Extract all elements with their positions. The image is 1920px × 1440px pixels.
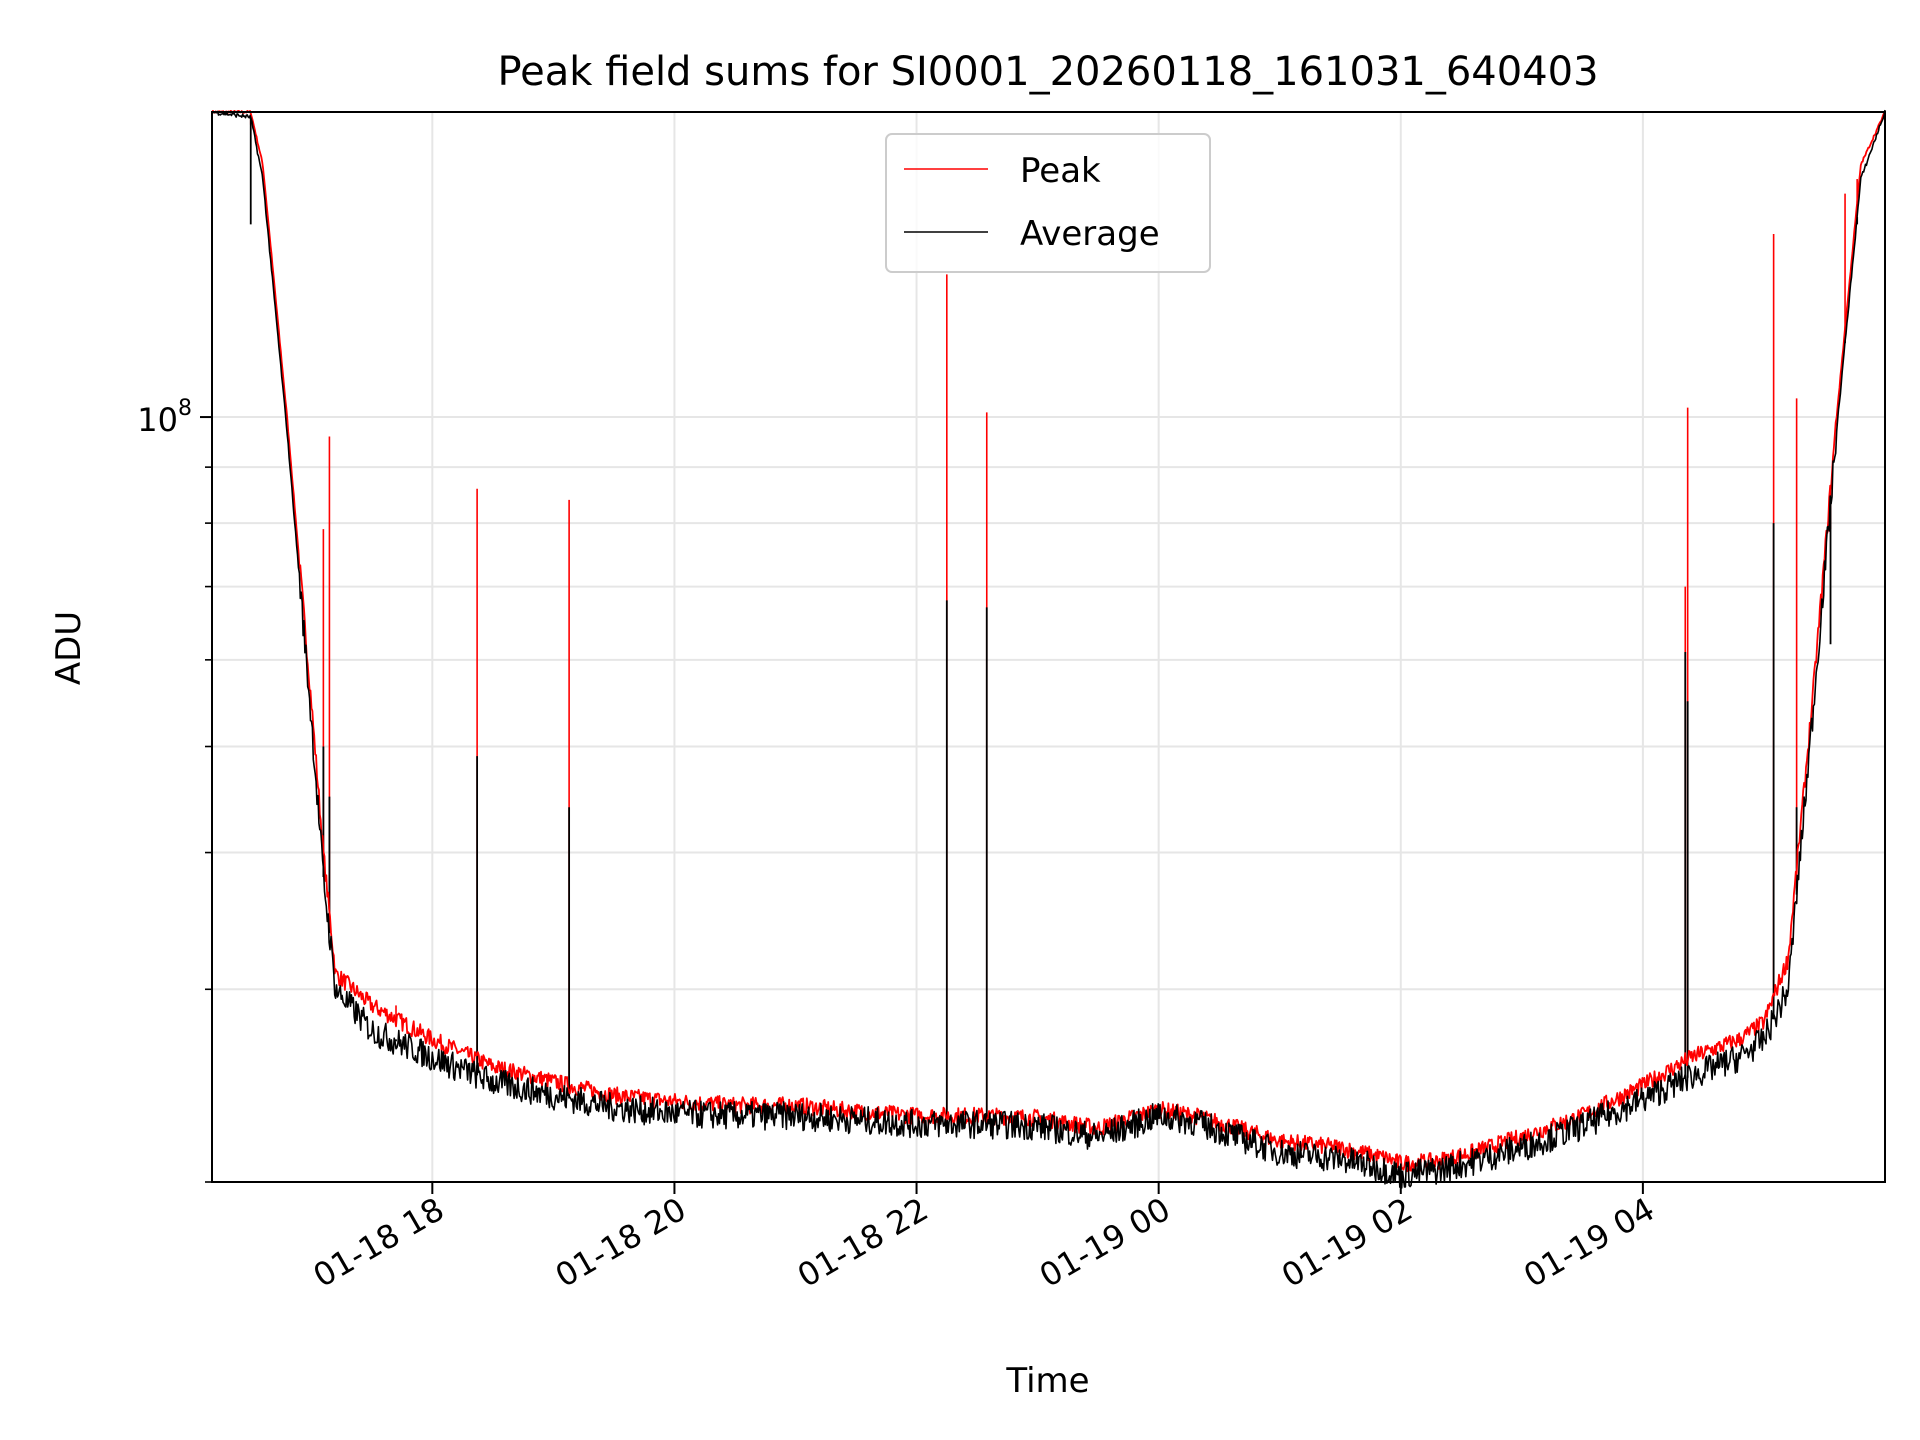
series-line-peak	[211, 110, 1886, 1173]
series-line-average	[211, 109, 1886, 1189]
spike-markers	[249, 112, 1859, 1125]
grid-lines	[212, 112, 1885, 1183]
chart-title: Peak field sums for SI0001_20260118_1610…	[497, 49, 1598, 95]
x-axis-label: Time	[1005, 1361, 1089, 1401]
plot-frame	[211, 111, 1886, 1183]
legend-label-average: Average	[1020, 214, 1160, 254]
y-axis-label: ADU	[49, 611, 89, 685]
series-lines	[211, 109, 1886, 1189]
legend-label-peak: Peak	[1020, 151, 1101, 191]
legend: Peak Average	[885, 133, 1211, 273]
